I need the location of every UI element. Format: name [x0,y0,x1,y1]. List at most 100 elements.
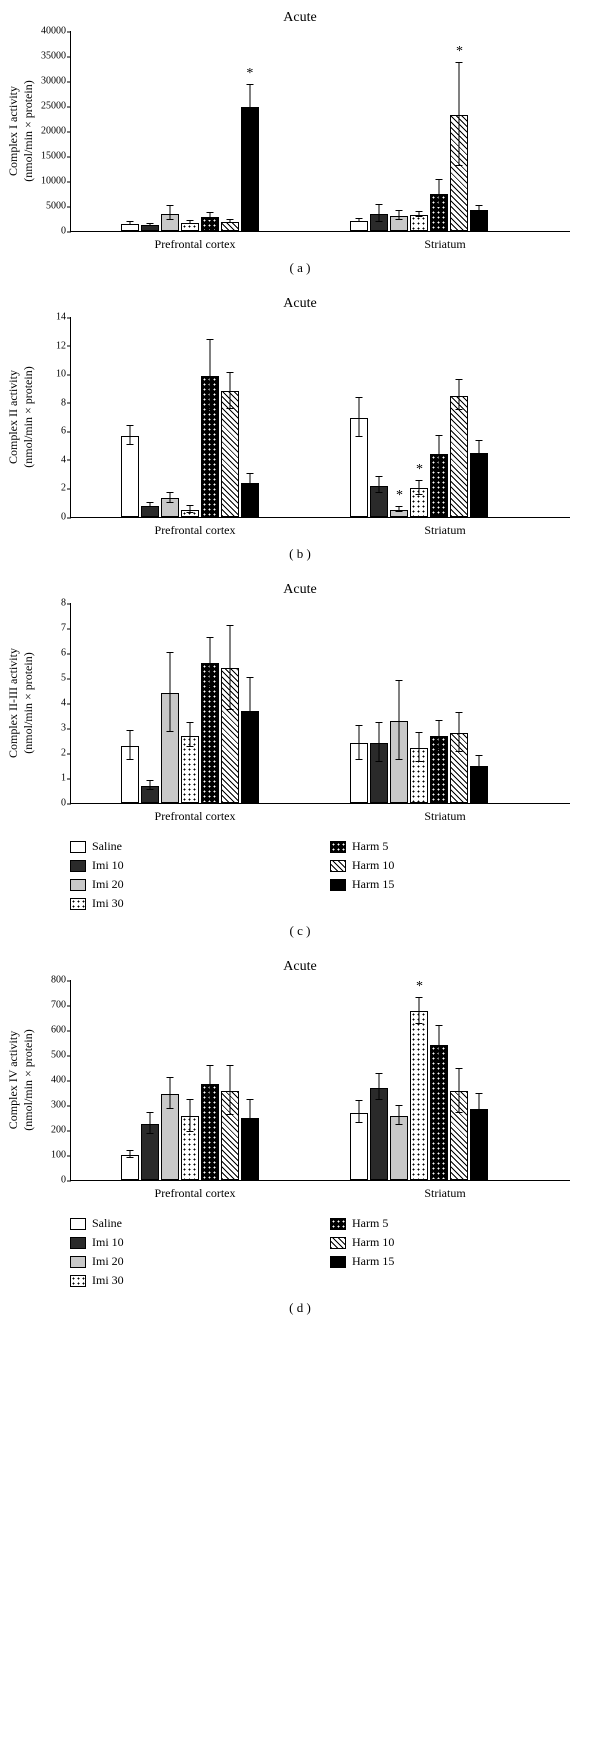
error-bar [149,502,150,508]
bar [350,1113,368,1181]
error-bar [359,725,360,760]
y-tick: 8 [31,397,66,408]
y-tick: 3 [31,723,66,734]
error-bar [229,625,230,710]
error-bar [129,425,130,445]
error-bar [479,755,480,775]
bar [161,214,179,232]
error-bar [189,505,190,514]
legend-swatch [70,898,86,910]
legend-swatch [330,1256,346,1268]
legend-item: Saline [70,839,330,854]
plot-area: Complex I activity(nmol/min × protein)05… [70,31,570,232]
legend-item: Saline [70,1216,330,1231]
error-bar [379,1073,380,1101]
bar [141,786,159,804]
error-bar [209,339,210,410]
error-bar [209,637,210,687]
error-bar [479,1093,480,1123]
legend-label: Imi 30 [92,896,124,911]
error-bar [459,62,460,166]
y-tick: 25000 [31,101,66,112]
significance-marker: * [246,66,253,82]
legend-label: Harm 5 [352,1216,388,1231]
x-axis-labels: Prefrontal cortexStriatum [70,1181,570,1201]
error-bar [209,1065,210,1100]
error-bar [229,1065,230,1115]
legend-label: Harm 15 [352,877,394,892]
panel-label: ( d ) [10,1300,590,1316]
legend: SalineImi 10Imi 20Imi 30Harm 5Harm 10Har… [70,1216,590,1292]
legend-item: Imi 20 [70,877,330,892]
error-bar [229,372,230,409]
bar [430,454,448,517]
bar: * [410,1011,428,1180]
y-tick: 30000 [31,76,66,87]
error-bar [479,440,480,463]
panel-label: ( c ) [10,923,590,939]
legend-label: Imi 20 [92,877,124,892]
legend-item: Harm 15 [330,1254,590,1269]
error-bar [359,397,360,437]
error-bar [459,379,460,410]
y-tick: 500 [31,1050,66,1061]
error-bar [439,179,440,207]
bar [470,210,488,231]
bar [181,736,199,804]
y-tick: 2 [31,483,66,494]
y-tick: 700 [31,1000,66,1011]
bar [121,224,139,232]
y-tick: 600 [31,1025,66,1036]
y-tick: 15000 [31,151,66,162]
y-tick: 40000 [31,26,66,37]
bar [161,498,179,517]
y-tick: 5 [31,673,66,684]
bar [390,721,408,804]
y-tick: 0 [31,226,66,237]
chart-panel-d: AcuteComplex IV activity(nmol/min × prot… [10,959,590,1316]
legend-label: Harm 10 [352,858,394,873]
error-bar [249,84,250,128]
bar [161,1094,179,1180]
error-bar [249,1099,250,1134]
error-bar [129,221,130,225]
chart-panel-a: AcuteComplex I activity(nmol/min × prote… [10,10,590,276]
y-tick: 6 [31,648,66,659]
bar-group: ** [350,396,488,517]
bar [370,486,388,517]
bar [121,1155,139,1180]
error-bar [169,652,170,732]
bar-group [121,663,259,803]
legend-item: Harm 5 [330,1216,590,1231]
bar [430,736,448,804]
y-tick: 12 [31,340,66,351]
error-bar [249,677,250,742]
bar [181,1116,199,1180]
x-axis-labels: Prefrontal cortexStriatum [70,804,570,824]
bar: * [410,488,428,517]
chart-panel-c: AcuteComplex II-III activity(nmol/min × … [10,582,590,939]
legend-item: Imi 10 [70,858,330,873]
bar [390,216,408,231]
legend-item: Harm 5 [330,839,590,854]
significance-marker: * [396,488,403,504]
y-tick: 5000 [31,201,66,212]
bar [141,506,159,517]
bar [370,214,388,231]
legend-swatch [70,1275,86,1287]
legend-swatch [330,1218,346,1230]
y-tick: 10 [31,369,66,380]
bar [450,1091,468,1180]
plot-area: Complex II-III activity(nmol/min × prote… [70,603,570,804]
significance-marker: * [416,462,423,478]
error-bar [439,435,440,472]
error-bar [439,720,440,750]
legend-label: Harm 5 [352,839,388,854]
bar [221,1091,239,1180]
legend-swatch [70,1218,86,1230]
chart-panel-b: AcuteComplex II activity(nmol/min × prot… [10,296,590,562]
y-tick: 14 [31,312,66,323]
y-tick: 4 [31,698,66,709]
error-bar [399,210,400,220]
bar [221,391,239,517]
